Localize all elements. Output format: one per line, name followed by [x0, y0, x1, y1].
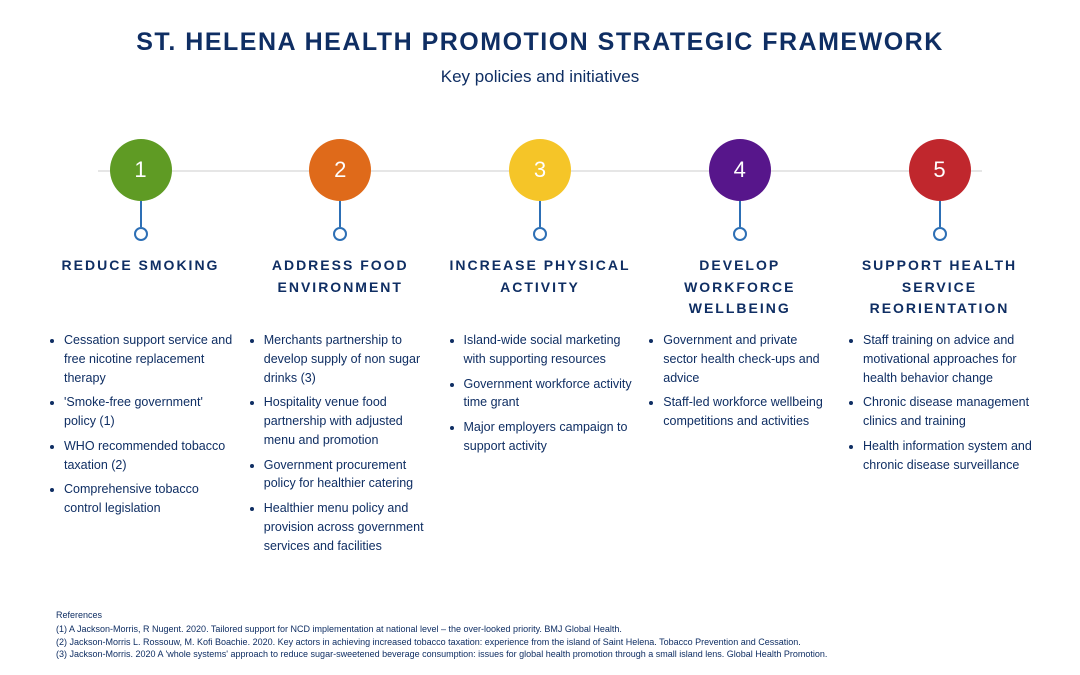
connector-stem [140, 201, 142, 227]
list-item: 'Smoke-free government' policy (1) [64, 393, 233, 431]
connector-dot [733, 227, 747, 241]
list-item: WHO recommended tobacco taxation (2) [64, 437, 233, 475]
column-list: Cessation support service and free nicot… [48, 331, 233, 524]
list-item: Staff training on advice and motivationa… [863, 331, 1032, 387]
references-block: References (1) A Jackson-Morris, R Nugen… [56, 609, 827, 661]
timeline-column: 3 INCREASE PHYSICAL ACTIVITY Island-wide s… [448, 139, 633, 561]
step-circle: 2 [309, 139, 371, 201]
timeline-column: 1 REDUCE SMOKING Cessation support service… [48, 139, 233, 561]
page-subtitle: Key policies and initiatives [48, 67, 1032, 87]
connector-dot [333, 227, 347, 241]
list-item: Hospitality venue food partnership with … [264, 393, 433, 449]
reference-line: (3) Jackson-Morris. 2020 A 'whole system… [56, 648, 827, 661]
column-list: Staff training on advice and motivationa… [847, 331, 1032, 480]
list-item: Comprehensive tobacco control legislatio… [64, 480, 233, 518]
timeline-column: 4 DEVELOP WORKFORCE WELLBEING Government a… [647, 139, 832, 561]
references-heading: References [56, 609, 827, 622]
connector-stem [539, 201, 541, 227]
column-list: Government and private sector health che… [647, 331, 832, 437]
list-item: Cessation support service and free nicot… [64, 331, 233, 387]
step-circle: 3 [509, 139, 571, 201]
timeline-column: 5 SUPPORT HEALTH SERVICE REORIENTATION Sta… [847, 139, 1032, 561]
list-item: Staff-led workforce wellbeing competitio… [663, 393, 832, 431]
list-item: Government and private sector health che… [663, 331, 832, 387]
reference-line: (2) Jackson-Morris L. Rossouw, M. Kofi B… [56, 636, 827, 649]
list-item: Healthier menu policy and provision acro… [264, 499, 433, 555]
timeline-column: 2 ADDRESS FOOD ENVIRONMENT Merchants partn… [248, 139, 433, 561]
step-circle: 5 [909, 139, 971, 201]
connector-dot [933, 227, 947, 241]
list-item: Government workforce activity time grant [464, 375, 633, 413]
list-item: Chronic disease management clinics and t… [863, 393, 1032, 431]
column-heading: ADDRESS FOOD ENVIRONMENT [248, 255, 433, 321]
column-heading: DEVELOP WORKFORCE WELLBEING [647, 255, 832, 321]
column-heading: SUPPORT HEALTH SERVICE REORIENTATION [847, 255, 1032, 321]
step-circle: 4 [709, 139, 771, 201]
connector-stem [939, 201, 941, 227]
step-circle: 1 [110, 139, 172, 201]
list-item: Major employers campaign to support acti… [464, 418, 633, 456]
connector-dot [533, 227, 547, 241]
list-item: Island-wide social marketing with suppor… [464, 331, 633, 369]
column-heading: INCREASE PHYSICAL ACTIVITY [448, 255, 633, 321]
column-heading: REDUCE SMOKING [62, 255, 220, 321]
column-list: Merchants partnership to develop supply … [248, 331, 433, 561]
connector-stem [339, 201, 341, 227]
timeline: 1 REDUCE SMOKING Cessation support service… [48, 139, 1032, 579]
page-title: ST. HELENA HEALTH PROMOTION STRATEGIC FR… [48, 28, 1032, 57]
connector-dot [134, 227, 148, 241]
reference-line: (1) A Jackson-Morris, R Nugent. 2020. Ta… [56, 623, 827, 636]
list-item: Government procurement policy for health… [264, 456, 433, 494]
list-item: Health information system and chronic di… [863, 437, 1032, 475]
connector-stem [739, 201, 741, 227]
list-item: Merchants partnership to develop supply … [264, 331, 433, 387]
column-list: Island-wide social marketing with suppor… [448, 331, 633, 462]
